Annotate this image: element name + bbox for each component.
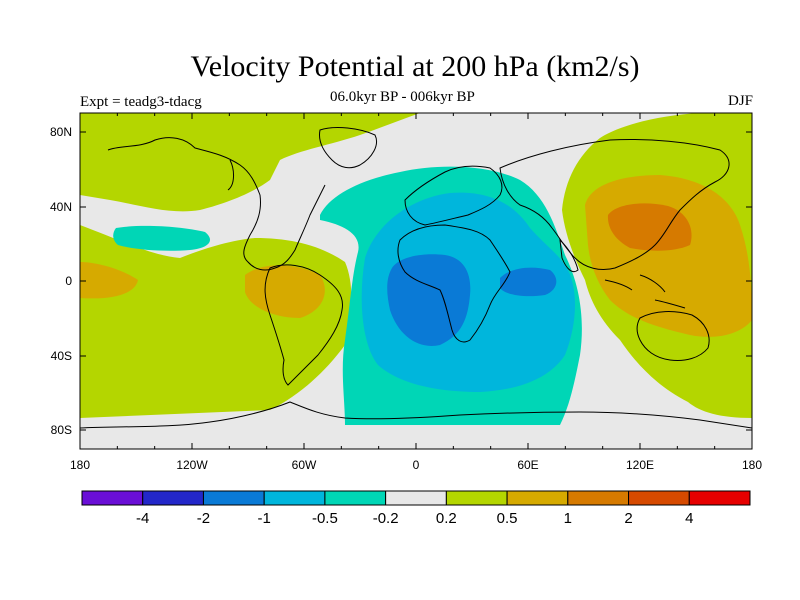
colorbar-label: 2 [624, 510, 632, 527]
lat-label: 0 [65, 274, 72, 288]
australia-coast [636, 311, 710, 361]
colorbar-label: 0.2 [436, 510, 457, 527]
lon-label: 60E [517, 458, 538, 472]
chart-title: Velocity Potential at 200 hPa (km2/s) [190, 50, 640, 83]
colorbar-label: 1 [564, 510, 572, 527]
japan-dark-orange-core [607, 203, 692, 251]
lon-label: 180 [70, 458, 90, 472]
colorbar-swatch [202, 490, 265, 506]
colorbar-swatch [688, 490, 751, 506]
colorbar-label: 4 [685, 510, 693, 527]
colorbar-label: -1 [258, 510, 271, 527]
greenland-coast [319, 127, 377, 169]
colorbar-swatch [628, 490, 690, 506]
lat-label: 40S [51, 349, 72, 363]
africa-coast [397, 224, 511, 343]
coastlines [80, 127, 752, 429]
lat-label: 80S [51, 423, 72, 437]
pacific-orange-patch [80, 262, 138, 299]
colorbar: -4 -2 -1 -0.5 -0.2 0.2 0.5 1 2 4 [81, 490, 751, 527]
lon-label: 0 [413, 458, 420, 472]
period-label: 06.0kyr BP - 006kyr BP [330, 89, 475, 105]
asia-coast [499, 138, 730, 271]
positive-region-north-pacific [80, 140, 214, 200]
lon-label: 180 [742, 458, 762, 472]
colorbar-swatch [506, 490, 569, 506]
lat-label: 40N [50, 200, 72, 214]
colorbar-label: 0.5 [497, 510, 518, 527]
colorbar-swatch [567, 490, 630, 506]
colorbar-swatch [324, 490, 387, 506]
axis-ticks: 80N 40N 0 40S 80S 180 120W 60W 0 60E 120E 180 [50, 113, 762, 472]
colorbar-swatch [263, 490, 326, 506]
experiment-label: Expt = teadg3-tdacg [80, 94, 202, 110]
colorbar-swatch [385, 490, 447, 506]
maritime-continent-coast [604, 274, 686, 309]
blue-core-indian-ocean [500, 267, 557, 297]
europe-coast [404, 165, 503, 226]
colorbar-label: -2 [197, 510, 210, 527]
colorbar-label: -0.2 [373, 510, 399, 527]
colorbar-swatch [445, 490, 508, 506]
india-coast [559, 238, 579, 273]
lon-label: 120W [176, 458, 208, 472]
colorbar-label: -0.5 [312, 510, 338, 527]
colorbar-label: -4 [136, 510, 149, 527]
season-label: DJF [727, 93, 753, 109]
south-america-coast [264, 264, 344, 386]
north-america-coast [107, 137, 326, 271]
contour-field [80, 113, 752, 449]
colorbar-swatch [142, 490, 204, 506]
lon-label: 120E [626, 458, 654, 472]
antarctica-coast [80, 401, 752, 429]
lat-label: 80N [50, 125, 72, 139]
teal-band-north-pacific [113, 225, 210, 251]
blue-core-central-africa [387, 254, 471, 346]
lon-label: 60W [292, 458, 317, 472]
south-america-orange-patch [245, 265, 325, 318]
colorbar-swatch [81, 490, 144, 506]
